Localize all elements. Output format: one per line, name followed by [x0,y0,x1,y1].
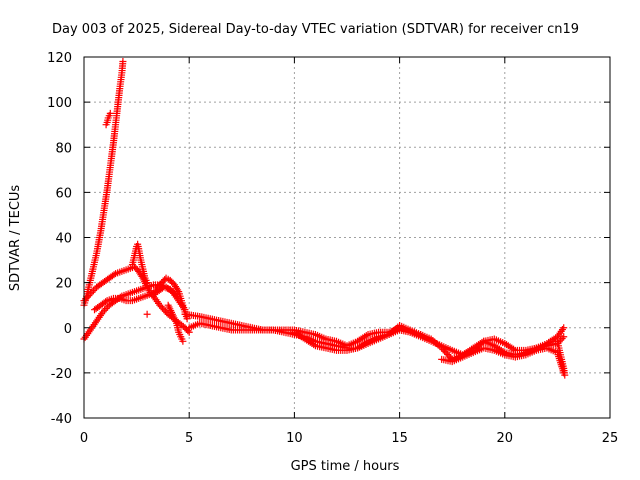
data-point [110,271,118,279]
grid-lines [84,57,610,418]
y-tick-label: 20 [55,277,72,292]
data-point [82,295,90,303]
data-point [445,352,453,360]
data-point [99,308,107,316]
x-tick-label: 20 [497,431,514,446]
y-axis-label: SDTVAR / TECUs [8,185,23,292]
x-tick-label: 15 [391,431,408,446]
data-point [417,331,425,339]
series-tail-end [553,337,569,379]
series-spike-2_5h [128,240,151,287]
data-point [439,346,447,354]
data-point [441,347,449,355]
data-point [438,344,446,352]
data-point [85,292,93,300]
data-point [179,337,187,345]
data-point [102,298,110,306]
y-tick-label: 60 [55,186,72,201]
series-arc-upper [80,263,193,336]
data-point [166,285,174,293]
data-point [106,109,114,117]
y-tick-label: -20 [51,367,72,382]
series-band-a [181,310,568,359]
data-point [83,293,91,301]
data-markers [80,58,569,379]
data-point [184,327,192,335]
series-band-d [438,344,568,377]
data-point [101,306,109,314]
data-point [102,305,110,313]
y-tick-label: 80 [55,141,72,156]
series-isolated [143,310,151,318]
y-tick-label: 0 [64,322,72,337]
series-drop-4_5h [164,301,187,345]
chart-title: Day 003 of 2025, Sidereal Day-to-day VTE… [52,22,579,37]
data-point [558,334,566,342]
series-arc-lower [91,283,181,314]
data-point [442,349,450,357]
x-tick-label: 5 [185,431,193,446]
x-tick-label: 0 [80,431,88,446]
data-point [444,351,452,359]
plot-frame [83,56,611,419]
data-point [561,371,569,379]
data-point [174,286,182,294]
axis-ticks: 0 5 10 15 20 25 -40 -20 0 20 40 60 80 100 120 [47,51,618,446]
data-point [169,289,177,297]
x-tick-label: 10 [286,431,303,446]
y-tick-label: 40 [55,232,72,247]
series-outlier-cluster [102,109,114,129]
y-tick-label: 120 [47,51,72,66]
x-axis-label: GPS time / hours [291,459,400,474]
series-band-c [290,326,425,354]
data-point [168,287,176,295]
data-point [119,58,127,66]
data-point [86,290,94,298]
data-point [143,279,151,287]
data-point [143,310,151,318]
data-point [560,333,568,341]
data-point [88,288,96,296]
y-tick-label: 100 [47,96,72,111]
data-point [560,324,568,332]
x-tick-label: 25 [602,431,619,446]
y-tick-label: -40 [51,412,72,427]
data-point [89,287,97,295]
